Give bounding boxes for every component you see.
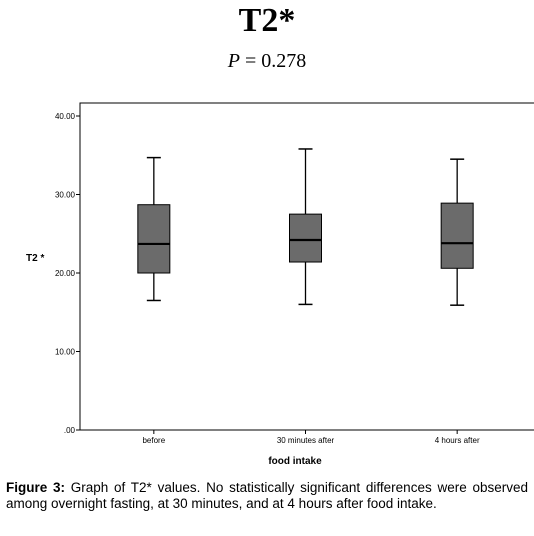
plot-frame	[79, 102, 534, 431]
iqr-box	[289, 213, 322, 263]
y-axis-title: T2 *	[26, 253, 44, 264]
iqr-box	[440, 202, 474, 269]
box-group	[137, 148, 474, 306]
caption-text: Graph of T2* values. No statistically si…	[6, 480, 528, 511]
y-tick-label: .00	[64, 426, 76, 435]
chart-title: T2*	[238, 2, 296, 39]
p-value: = 0.278	[239, 50, 307, 72]
iqr-box	[137, 204, 171, 274]
x-axis-title: food intake	[268, 456, 322, 467]
y-tick-label: 10.00	[55, 348, 76, 357]
box-0	[137, 156, 171, 302]
p-symbol: P	[227, 50, 240, 72]
y-tick-label: 40.00	[55, 112, 76, 121]
y-tick-label: 30.00	[55, 191, 76, 200]
box-2	[440, 158, 474, 306]
y-axis: .00 10.00 20.00 30.00 40.00	[55, 112, 80, 435]
caption-label: Figure 3:	[6, 480, 66, 495]
box-1	[289, 148, 322, 306]
figure-caption: Figure 3: Graph of T2* values. No statis…	[6, 480, 528, 512]
x-tick-label: 4 hours after	[435, 436, 480, 445]
y-tick-label: 20.00	[55, 269, 76, 278]
p-value-label: P = 0.278	[0, 50, 534, 73]
x-tick-label: 30 minutes after	[277, 436, 335, 445]
x-tick-label: before	[142, 436, 165, 445]
x-axis: before 30 minutes after 4 hours after	[142, 430, 480, 445]
